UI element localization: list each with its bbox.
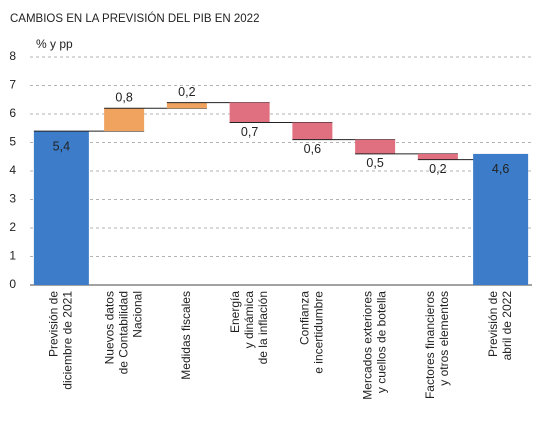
y-tick-label: 0: [9, 277, 16, 291]
y-tick-label: 4: [9, 163, 16, 177]
bar: [292, 122, 333, 140]
value-label: 0,8: [115, 91, 132, 105]
x-tick-label-line: diciembre de 2021: [61, 291, 75, 390]
x-tick-label-line: e incertidumbre: [312, 291, 326, 374]
bar: [229, 102, 270, 123]
bar: [417, 153, 458, 160]
y-tick-label: 7: [9, 78, 16, 92]
value-label: 5,4: [53, 139, 70, 153]
x-tick-label: Factores financieros y otros elementos: [423, 291, 451, 399]
value-label: 0,6: [304, 142, 321, 156]
x-tick-label-line: y dinámica: [242, 291, 256, 349]
x-tick-label: Previsión de abril de 2022: [486, 291, 514, 361]
value-label: 0,5: [366, 156, 383, 170]
x-tick-label-line: Medidas fiscales: [179, 291, 193, 380]
x-tick-label-line: Confianza: [298, 291, 312, 345]
x-tick-label-line: abril de 2022: [500, 291, 514, 361]
x-tick-label-line: Previsión de: [486, 291, 500, 357]
x-tick-label: Previsión de diciembre de 2021: [47, 291, 75, 390]
value-label: 4,6: [492, 162, 509, 176]
x-tick-label: Medidas fiscales: [179, 291, 193, 380]
x-tick-label-line: y cuellos de botella: [374, 291, 388, 393]
x-tick-label-line: de la inflación: [256, 291, 270, 364]
x-tick-label-line: Mercados exteriores: [360, 291, 374, 400]
x-tick-label: Energía y dinámica de la inflación: [228, 291, 270, 365]
x-tick-label-line: y otros elementos: [437, 291, 451, 386]
value-label: 0,7: [241, 125, 258, 139]
y-tick-label: 3: [9, 192, 16, 206]
x-tick-label: Nuevos datos de Contabilidad Nacional: [102, 291, 144, 374]
bar: [473, 153, 529, 285]
value-label: 0,2: [429, 162, 446, 176]
x-tick-label-line: de Contabilidad: [116, 291, 130, 374]
y-tick-label: 8: [9, 49, 16, 63]
bar: [166, 102, 207, 109]
y-tick-label: 5: [9, 135, 16, 149]
x-tick-label-line: Energía: [228, 291, 242, 333]
x-tick-label-line: Nuevos datos: [102, 291, 116, 364]
y-tick-label: 1: [9, 249, 16, 263]
x-tick-label-line: Previsión de: [47, 291, 61, 357]
bar: [33, 131, 89, 285]
chart-subtitle: CAMBIOS EN LA PREVISIÓN DEL PIB EN 2022: [10, 12, 259, 25]
y-axis-label: % y pp: [36, 37, 73, 51]
x-tick-label: Mercados exteriores y cuellos de botella: [360, 291, 388, 400]
x-tick-label-line: Nacional: [130, 291, 144, 338]
bar: [104, 108, 145, 132]
bar: [355, 139, 396, 154]
x-tick-label: Confianza e incertidumbre: [298, 291, 326, 374]
y-tick-label: 2: [9, 220, 16, 234]
value-label: 0,2: [178, 85, 195, 99]
x-tick-label-line: Factores financieros: [423, 291, 437, 399]
y-tick-label: 6: [9, 106, 16, 120]
